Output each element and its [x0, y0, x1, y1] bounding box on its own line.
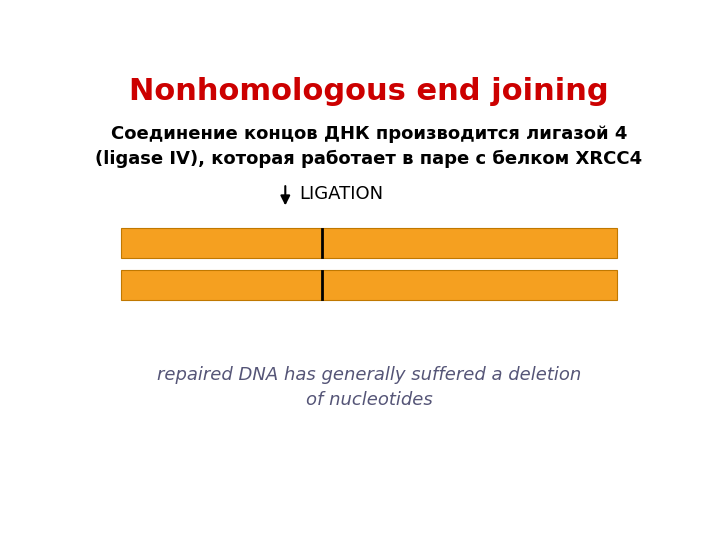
Text: repaired DNA has generally suffered a deletion: repaired DNA has generally suffered a de…: [157, 366, 581, 384]
Text: Соединение концов ДНК производится лигазой 4: Соединение концов ДНК производится лигаз…: [111, 125, 627, 143]
FancyBboxPatch shape: [121, 270, 617, 300]
Text: (ligase IV), которая работает в паре с белком XRCC4: (ligase IV), которая работает в паре с б…: [96, 150, 642, 168]
Text: of nucleotides: of nucleotides: [305, 391, 433, 409]
Text: Nonhomologous end joining: Nonhomologous end joining: [129, 77, 609, 106]
Text: LIGATION: LIGATION: [300, 185, 383, 202]
FancyBboxPatch shape: [121, 228, 617, 258]
